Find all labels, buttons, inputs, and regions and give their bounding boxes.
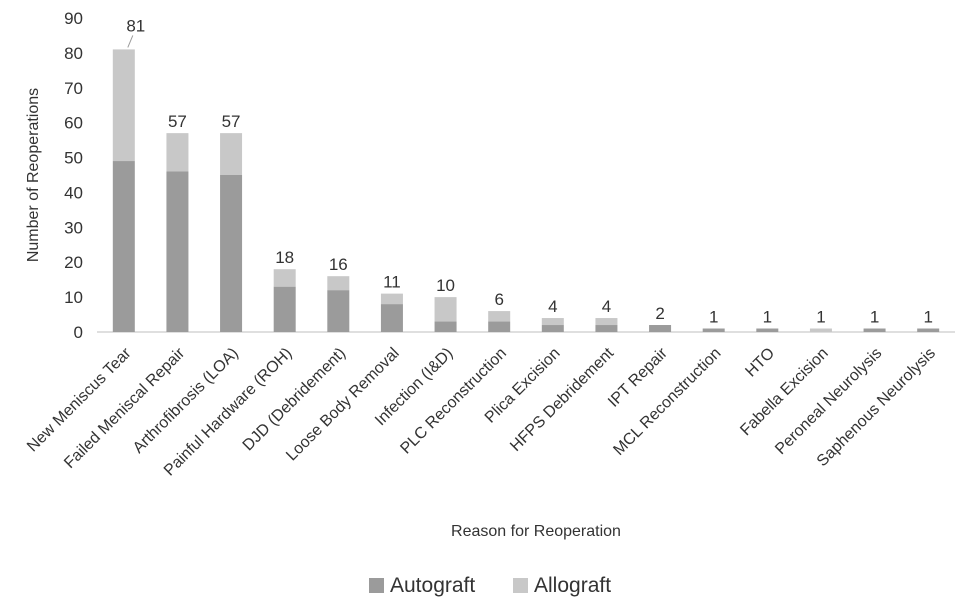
bar-segment-autograft: [702, 328, 725, 332]
y-tick-label: 30: [64, 218, 83, 237]
x-tick-label: New Meniscus Tear: [24, 344, 135, 455]
bar-segment-allograft: [595, 318, 618, 326]
bar-segment-allograft: [166, 133, 189, 172]
data-label: 4: [602, 297, 611, 316]
bar-segment-autograft: [273, 286, 296, 332]
bar-segment-allograft: [112, 49, 135, 162]
bar-segment-allograft: [434, 297, 457, 322]
bar-segment-autograft: [380, 304, 403, 332]
data-label: 10: [436, 276, 455, 295]
bar-segment-allograft: [380, 293, 403, 305]
legend-label-autograft: Autograft: [390, 574, 475, 597]
y-tick-label: 60: [64, 114, 83, 133]
x-tick-label: PLC Reconstruction: [397, 345, 510, 458]
data-label: 6: [494, 290, 503, 309]
bar-segment-autograft: [863, 328, 886, 332]
bar-segment-autograft: [541, 325, 564, 332]
y-tick-label: 0: [74, 323, 83, 342]
y-axis-title: Number of Reoperations: [25, 88, 42, 262]
bar-segment-allograft: [809, 328, 832, 332]
y-tick-label: 20: [64, 253, 83, 272]
bar-segment-autograft: [434, 321, 457, 332]
x-tick-label: HFPS Debridement: [507, 344, 618, 455]
bar-segment-autograft: [917, 328, 940, 332]
data-label: 16: [329, 255, 348, 274]
bar-segment-allograft: [220, 133, 243, 175]
bar-segment-allograft: [273, 269, 296, 287]
y-axis-ticks: 0 10 20 30 40 50 60 70 80 90: [64, 9, 83, 342]
bar-segment-autograft: [327, 290, 350, 332]
bar-segment-autograft: [488, 321, 511, 332]
data-label: 1: [816, 308, 825, 327]
bar-segment-allograft: [541, 318, 564, 326]
bar-segment-autograft: [166, 171, 189, 332]
bar-segment-autograft: [649, 325, 672, 332]
data-label: 57: [222, 112, 241, 131]
y-tick-label: 70: [64, 79, 83, 98]
data-label: 57: [168, 112, 187, 131]
data-label: 1: [709, 308, 718, 327]
bar-segment-autograft: [595, 325, 618, 332]
data-label: 1: [870, 308, 879, 327]
data-label: 81: [126, 16, 145, 35]
data-label-leader: [127, 35, 134, 48]
x-tick-label: Peroneal Neurolysis: [772, 345, 885, 458]
legend-label-allograft: Allograft: [534, 574, 611, 597]
legend-swatch-autograft: [369, 578, 384, 593]
y-tick-label: 10: [64, 288, 83, 307]
x-tick-label: Arthrofibrosis (LOA): [130, 345, 242, 457]
data-label: 1: [923, 308, 932, 327]
x-tick-label: HTO: [742, 345, 778, 381]
data-label: 2: [655, 304, 664, 323]
bar-segment-autograft: [756, 328, 779, 332]
legend-swatch-allograft: [513, 578, 528, 593]
legend: Autograft Allograft: [369, 574, 611, 597]
bar-segment-allograft: [488, 311, 511, 322]
x-tick-label: MCL Reconstruction: [610, 345, 724, 459]
y-tick-label: 50: [64, 149, 83, 168]
bar-segment-autograft: [112, 161, 135, 332]
data-label: 11: [383, 273, 401, 292]
y-tick-label: 90: [64, 9, 83, 28]
bar-segment-autograft: [220, 175, 243, 332]
y-tick-label: 40: [64, 183, 83, 202]
y-tick-label: 80: [64, 44, 83, 63]
data-label: 1: [763, 308, 772, 327]
x-axis-title: Reason for Reoperation: [451, 523, 621, 540]
bar-segment-allograft: [327, 276, 350, 291]
data-label: 4: [548, 297, 557, 316]
x-tick-label: DJD (Debridement): [240, 345, 349, 454]
bars: [112, 49, 940, 332]
data-label: 18: [275, 248, 294, 267]
